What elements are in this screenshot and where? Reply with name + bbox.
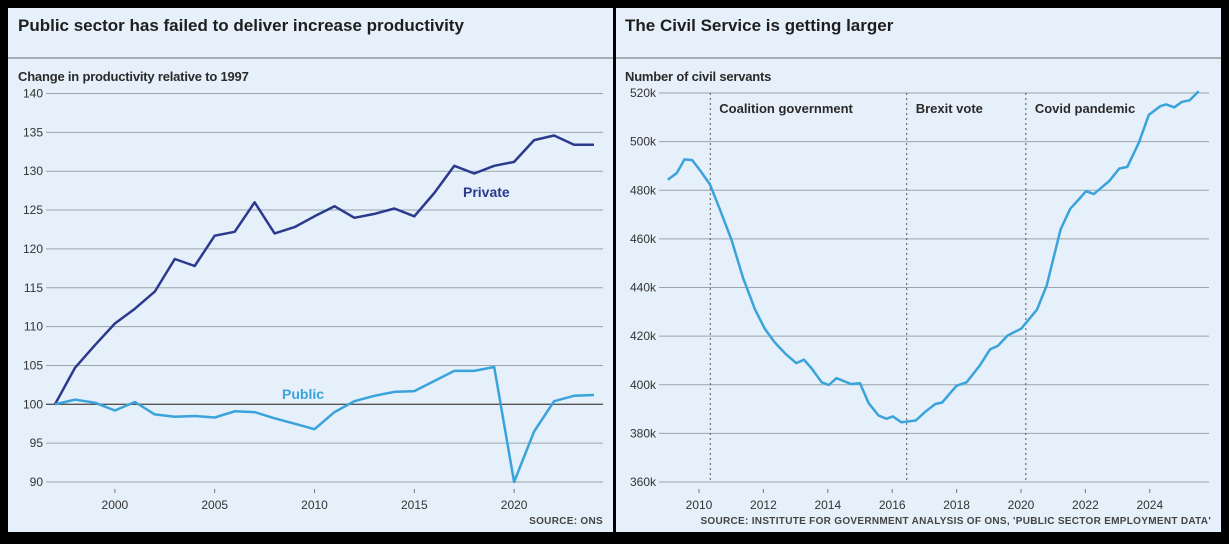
annotation-label: Coalition government	[719, 101, 853, 116]
y-tick-label: 100	[23, 397, 43, 411]
series-line-private	[53, 134, 594, 405]
x-tick-label: 2010	[301, 498, 328, 512]
chart-title: Public sector has failed to deliver incr…	[18, 16, 464, 35]
x-tick-label: 2020	[1008, 498, 1035, 512]
y-tick-label: 140	[23, 87, 43, 101]
y-tick-label: 440k	[630, 281, 657, 295]
source-note: SOURCE: ONS	[529, 516, 603, 527]
y-axis-label: Number of civil servants	[625, 69, 771, 84]
y-tick-label: 400k	[630, 378, 657, 392]
y-tick-label: 95	[30, 436, 44, 450]
x-tick-label: 2020	[501, 498, 528, 512]
y-tick-label: 120	[23, 242, 43, 256]
series-line-civil	[667, 90, 1200, 424]
annotation-label: Covid pandemic	[1035, 101, 1135, 116]
x-tick-label: 2010	[686, 498, 713, 512]
x-tick-label: 2018	[943, 498, 970, 512]
y-tick-label: 380k	[630, 426, 657, 440]
x-tick-label: 2022	[1072, 498, 1099, 512]
y-tick-label: 110	[24, 320, 43, 334]
y-tick-label: 360k	[630, 475, 657, 489]
series-label-public: Public	[282, 386, 324, 402]
series-label-private: Private	[463, 184, 510, 200]
y-tick-label: 125	[23, 203, 43, 217]
series-line-public	[54, 365, 595, 484]
y-tick-label: 135	[23, 125, 43, 139]
y-tick-label: 520k	[630, 86, 657, 100]
y-axis-label: Change in productivity relative to 1997	[18, 69, 249, 84]
y-tick-label: 105	[23, 358, 43, 372]
x-tick-label: 2016	[879, 498, 906, 512]
x-tick-label: 2005	[201, 498, 228, 512]
y-tick-label: 500k	[630, 135, 657, 149]
civil-service-chart-panel: The Civil Service is getting larger Numb…	[616, 8, 1221, 532]
annotation-label: Brexit vote	[916, 101, 983, 116]
panel-background	[616, 8, 1221, 532]
y-tick-label: 115	[24, 281, 43, 295]
x-tick-label: 2000	[102, 498, 129, 512]
x-tick-label: 2014	[814, 498, 841, 512]
x-tick-label: 2012	[750, 498, 777, 512]
y-tick-label: 130	[23, 164, 43, 178]
plot-area: 90 95 100 105 110 115 120 125 130 135 140 2000 2005 2…	[23, 87, 603, 512]
x-tick-label: 2024	[1136, 498, 1163, 512]
chart-title: The Civil Service is getting larger	[625, 16, 894, 35]
productivity-chart-panel: Public sector has failed to deliver incr…	[8, 8, 613, 532]
y-tick-label: 90	[30, 475, 44, 489]
x-tick-label: 2015	[401, 498, 428, 512]
y-tick-label: 420k	[630, 329, 657, 343]
y-tick-label: 460k	[630, 232, 657, 246]
plot-area: 360k 380k 400k 420k 440k 460k 480k 500k 520k 2010…	[630, 86, 1209, 512]
y-tick-label: 480k	[630, 183, 657, 197]
panel-background	[8, 8, 613, 532]
source-note: SOURCE: INSTITUTE FOR GOVERNMENT ANALYSI…	[700, 516, 1211, 527]
